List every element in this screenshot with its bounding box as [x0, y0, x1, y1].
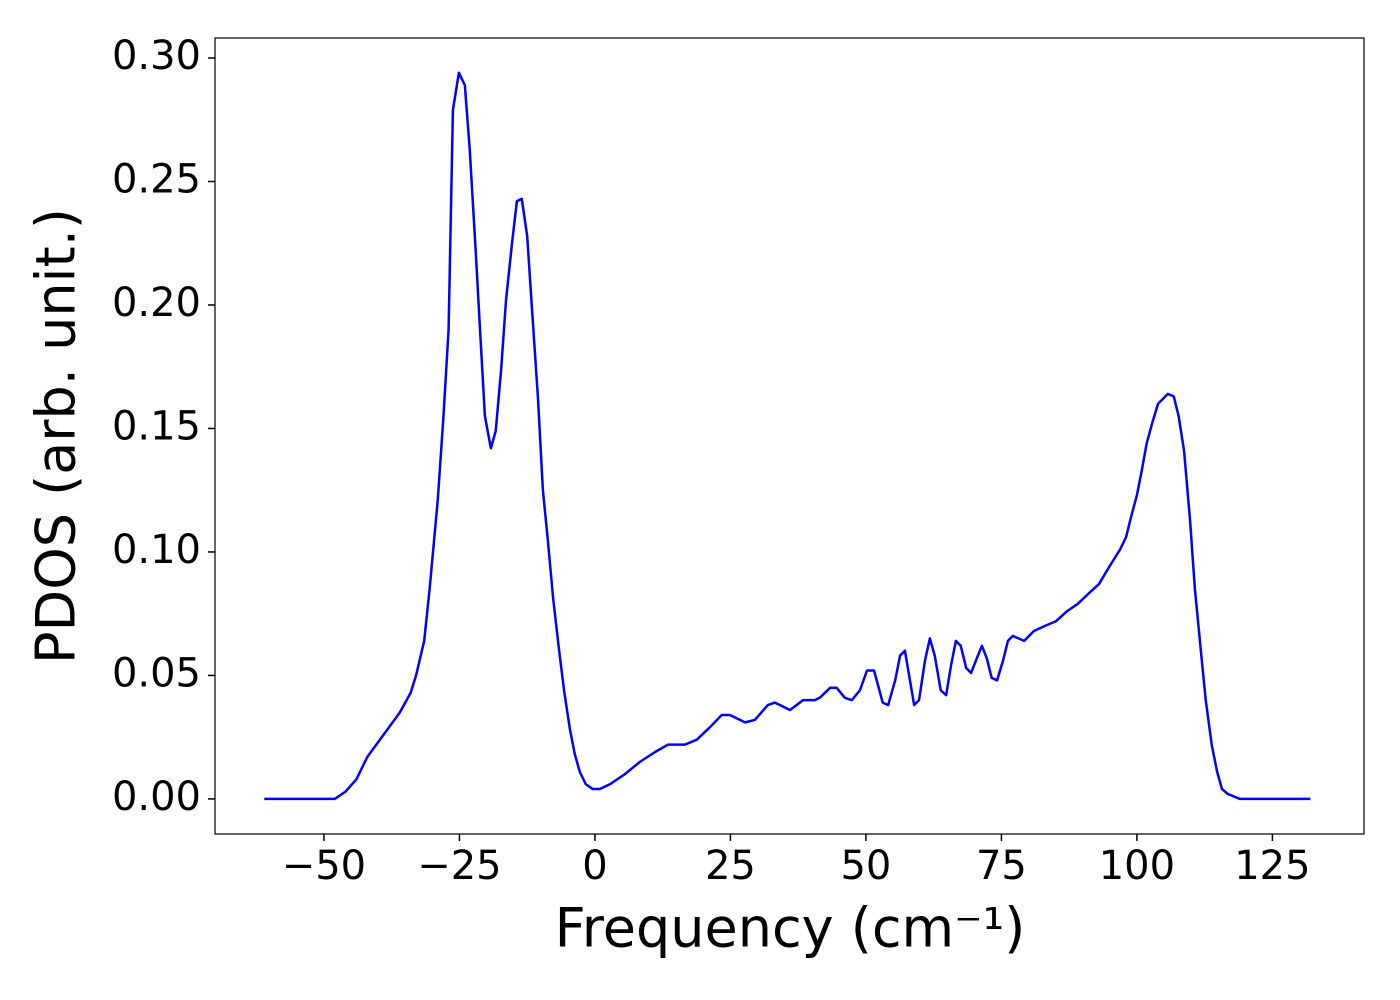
y-tick-label: 0.20 — [112, 280, 201, 326]
data-line — [264, 71, 1311, 801]
x-tick-label: −50 — [282, 843, 366, 889]
y-tick-label: 0.10 — [112, 527, 201, 573]
y-tick-label: 0.00 — [112, 774, 201, 820]
x-tick-label: 50 — [840, 843, 891, 889]
x-axis-label: Frequency (cm⁻¹) — [555, 897, 1026, 960]
x-tick-label: 100 — [1099, 843, 1175, 889]
plot-frame — [214, 37, 1365, 835]
x-tick-label: 25 — [705, 843, 756, 889]
x-tick-label: −25 — [417, 843, 501, 889]
y-tick-label: 0.15 — [112, 403, 201, 449]
y-tick-label: 0.05 — [112, 650, 201, 696]
x-tick-label: 125 — [1234, 843, 1310, 889]
x-tick-label: 75 — [976, 843, 1027, 889]
x-tick-label: 0 — [582, 843, 607, 889]
y-tick-label: 0.30 — [112, 33, 201, 79]
y-axis-label: PDOS (arb. unit.) — [25, 208, 88, 664]
y-tick-label: 0.25 — [112, 156, 201, 202]
